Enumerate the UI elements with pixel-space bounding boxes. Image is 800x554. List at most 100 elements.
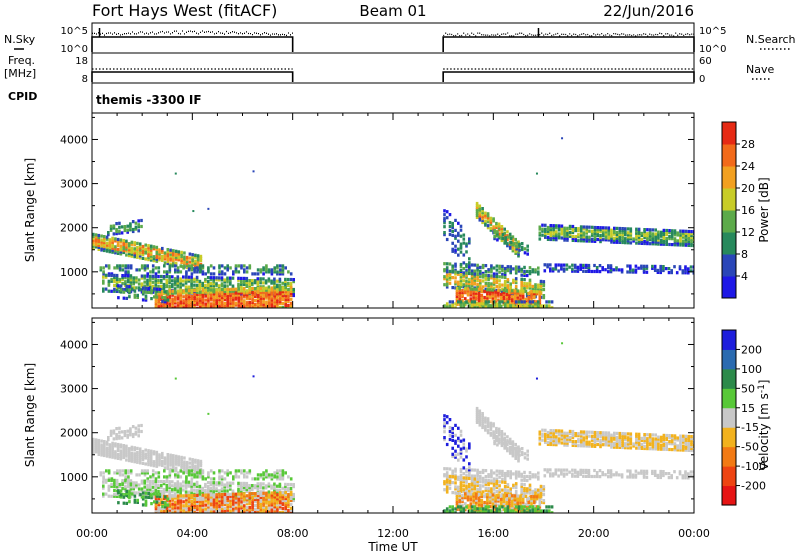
power-cell xyxy=(500,227,504,231)
velocity-cell xyxy=(259,501,263,505)
velocity-cell xyxy=(108,455,112,459)
velocity-cell xyxy=(144,491,148,495)
power-cell xyxy=(511,235,515,239)
power-cell xyxy=(201,264,205,268)
velocity-cell xyxy=(138,453,142,457)
power-cell xyxy=(180,311,183,314)
velocity-cell xyxy=(484,475,488,479)
power-cell xyxy=(502,294,506,298)
velocity-cell xyxy=(475,492,478,496)
power-cell xyxy=(102,279,105,283)
velocity-cell xyxy=(468,486,471,490)
velocity-cell xyxy=(459,473,463,477)
power-cell xyxy=(582,269,585,273)
power-cell xyxy=(97,235,101,240)
velocity-cell xyxy=(119,451,123,455)
velocity-cell xyxy=(122,501,126,505)
power-cell xyxy=(506,230,509,234)
velocity-cell xyxy=(127,447,131,451)
velocity-cell xyxy=(196,471,199,475)
velocity-cell xyxy=(520,478,523,482)
velocity-cell xyxy=(129,469,133,473)
power-cell xyxy=(610,228,613,232)
velocity-cell xyxy=(466,492,470,496)
velocity-cell xyxy=(473,474,477,478)
power-cell xyxy=(163,253,167,257)
power-cell xyxy=(226,268,229,272)
velocity-cell xyxy=(212,503,216,507)
power-cell xyxy=(520,285,523,289)
power-cell xyxy=(483,290,486,294)
velocity-cell xyxy=(473,483,477,487)
velocity-cell xyxy=(165,490,169,494)
velocity-cell xyxy=(528,471,532,475)
velocity-cell xyxy=(514,470,518,474)
power-cell xyxy=(607,230,611,234)
velocity-cell xyxy=(284,504,287,509)
power-cell xyxy=(265,296,268,300)
power-cell xyxy=(534,287,537,291)
power-cell xyxy=(506,267,510,271)
velocity-cell xyxy=(182,500,185,504)
power-cell xyxy=(448,228,452,233)
power-cell xyxy=(528,280,532,284)
velocity-cell xyxy=(240,510,243,513)
power-cell xyxy=(168,297,172,301)
velocity-cell xyxy=(470,468,474,472)
power-cell xyxy=(587,265,591,270)
power-cell xyxy=(292,278,295,282)
power-cell xyxy=(514,265,518,269)
velocity-cell xyxy=(209,469,213,473)
power-cell xyxy=(198,285,202,289)
power-cell xyxy=(102,289,105,293)
velocity-cell xyxy=(198,507,202,511)
power-cell xyxy=(546,237,550,241)
velocity-cell xyxy=(223,500,227,505)
velocity-cell xyxy=(537,488,540,492)
velocity-cell xyxy=(466,494,470,498)
power-cell xyxy=(237,305,241,308)
power-cell xyxy=(468,269,471,273)
velocity-cell xyxy=(226,489,229,493)
power-cell xyxy=(229,301,232,305)
power-cell xyxy=(180,309,183,312)
power-cell xyxy=(588,237,591,241)
velocity-cell xyxy=(191,458,194,462)
power-cell xyxy=(229,310,232,313)
power-cell xyxy=(648,238,652,242)
velocity-cell xyxy=(148,485,152,489)
velocity-cell xyxy=(240,481,243,485)
power-cell xyxy=(662,265,665,269)
velocity-cell xyxy=(281,477,285,481)
velocity-cell xyxy=(498,480,501,484)
velocity-cell xyxy=(133,452,136,456)
velocity-cell xyxy=(462,490,466,494)
power-cell xyxy=(601,230,605,234)
velocity-cell xyxy=(166,453,170,457)
power-cell xyxy=(659,234,663,238)
velocity-cell xyxy=(176,502,180,506)
velocity-cell xyxy=(243,504,246,508)
power-cell xyxy=(100,246,103,250)
power-cell xyxy=(232,301,235,305)
power-cell xyxy=(182,311,185,314)
velocity-cell xyxy=(251,492,254,496)
power-cell xyxy=(571,230,575,235)
power-cell xyxy=(103,245,106,249)
velocity-cell xyxy=(201,488,204,492)
power-cell xyxy=(251,309,254,312)
velocity-cell xyxy=(185,462,189,467)
power-cell xyxy=(165,285,169,289)
power-cell xyxy=(495,284,499,289)
power-cell xyxy=(229,276,232,280)
power-cell xyxy=(150,297,153,301)
velocity-cell xyxy=(229,504,232,508)
power-cell xyxy=(443,262,446,266)
velocity-cell xyxy=(124,489,127,493)
power-cell xyxy=(568,230,572,234)
velocity-cell xyxy=(251,509,254,513)
power-cell xyxy=(251,283,254,287)
power-cell xyxy=(534,285,537,289)
velocity-cell xyxy=(487,479,490,483)
velocity-cell xyxy=(196,505,199,509)
